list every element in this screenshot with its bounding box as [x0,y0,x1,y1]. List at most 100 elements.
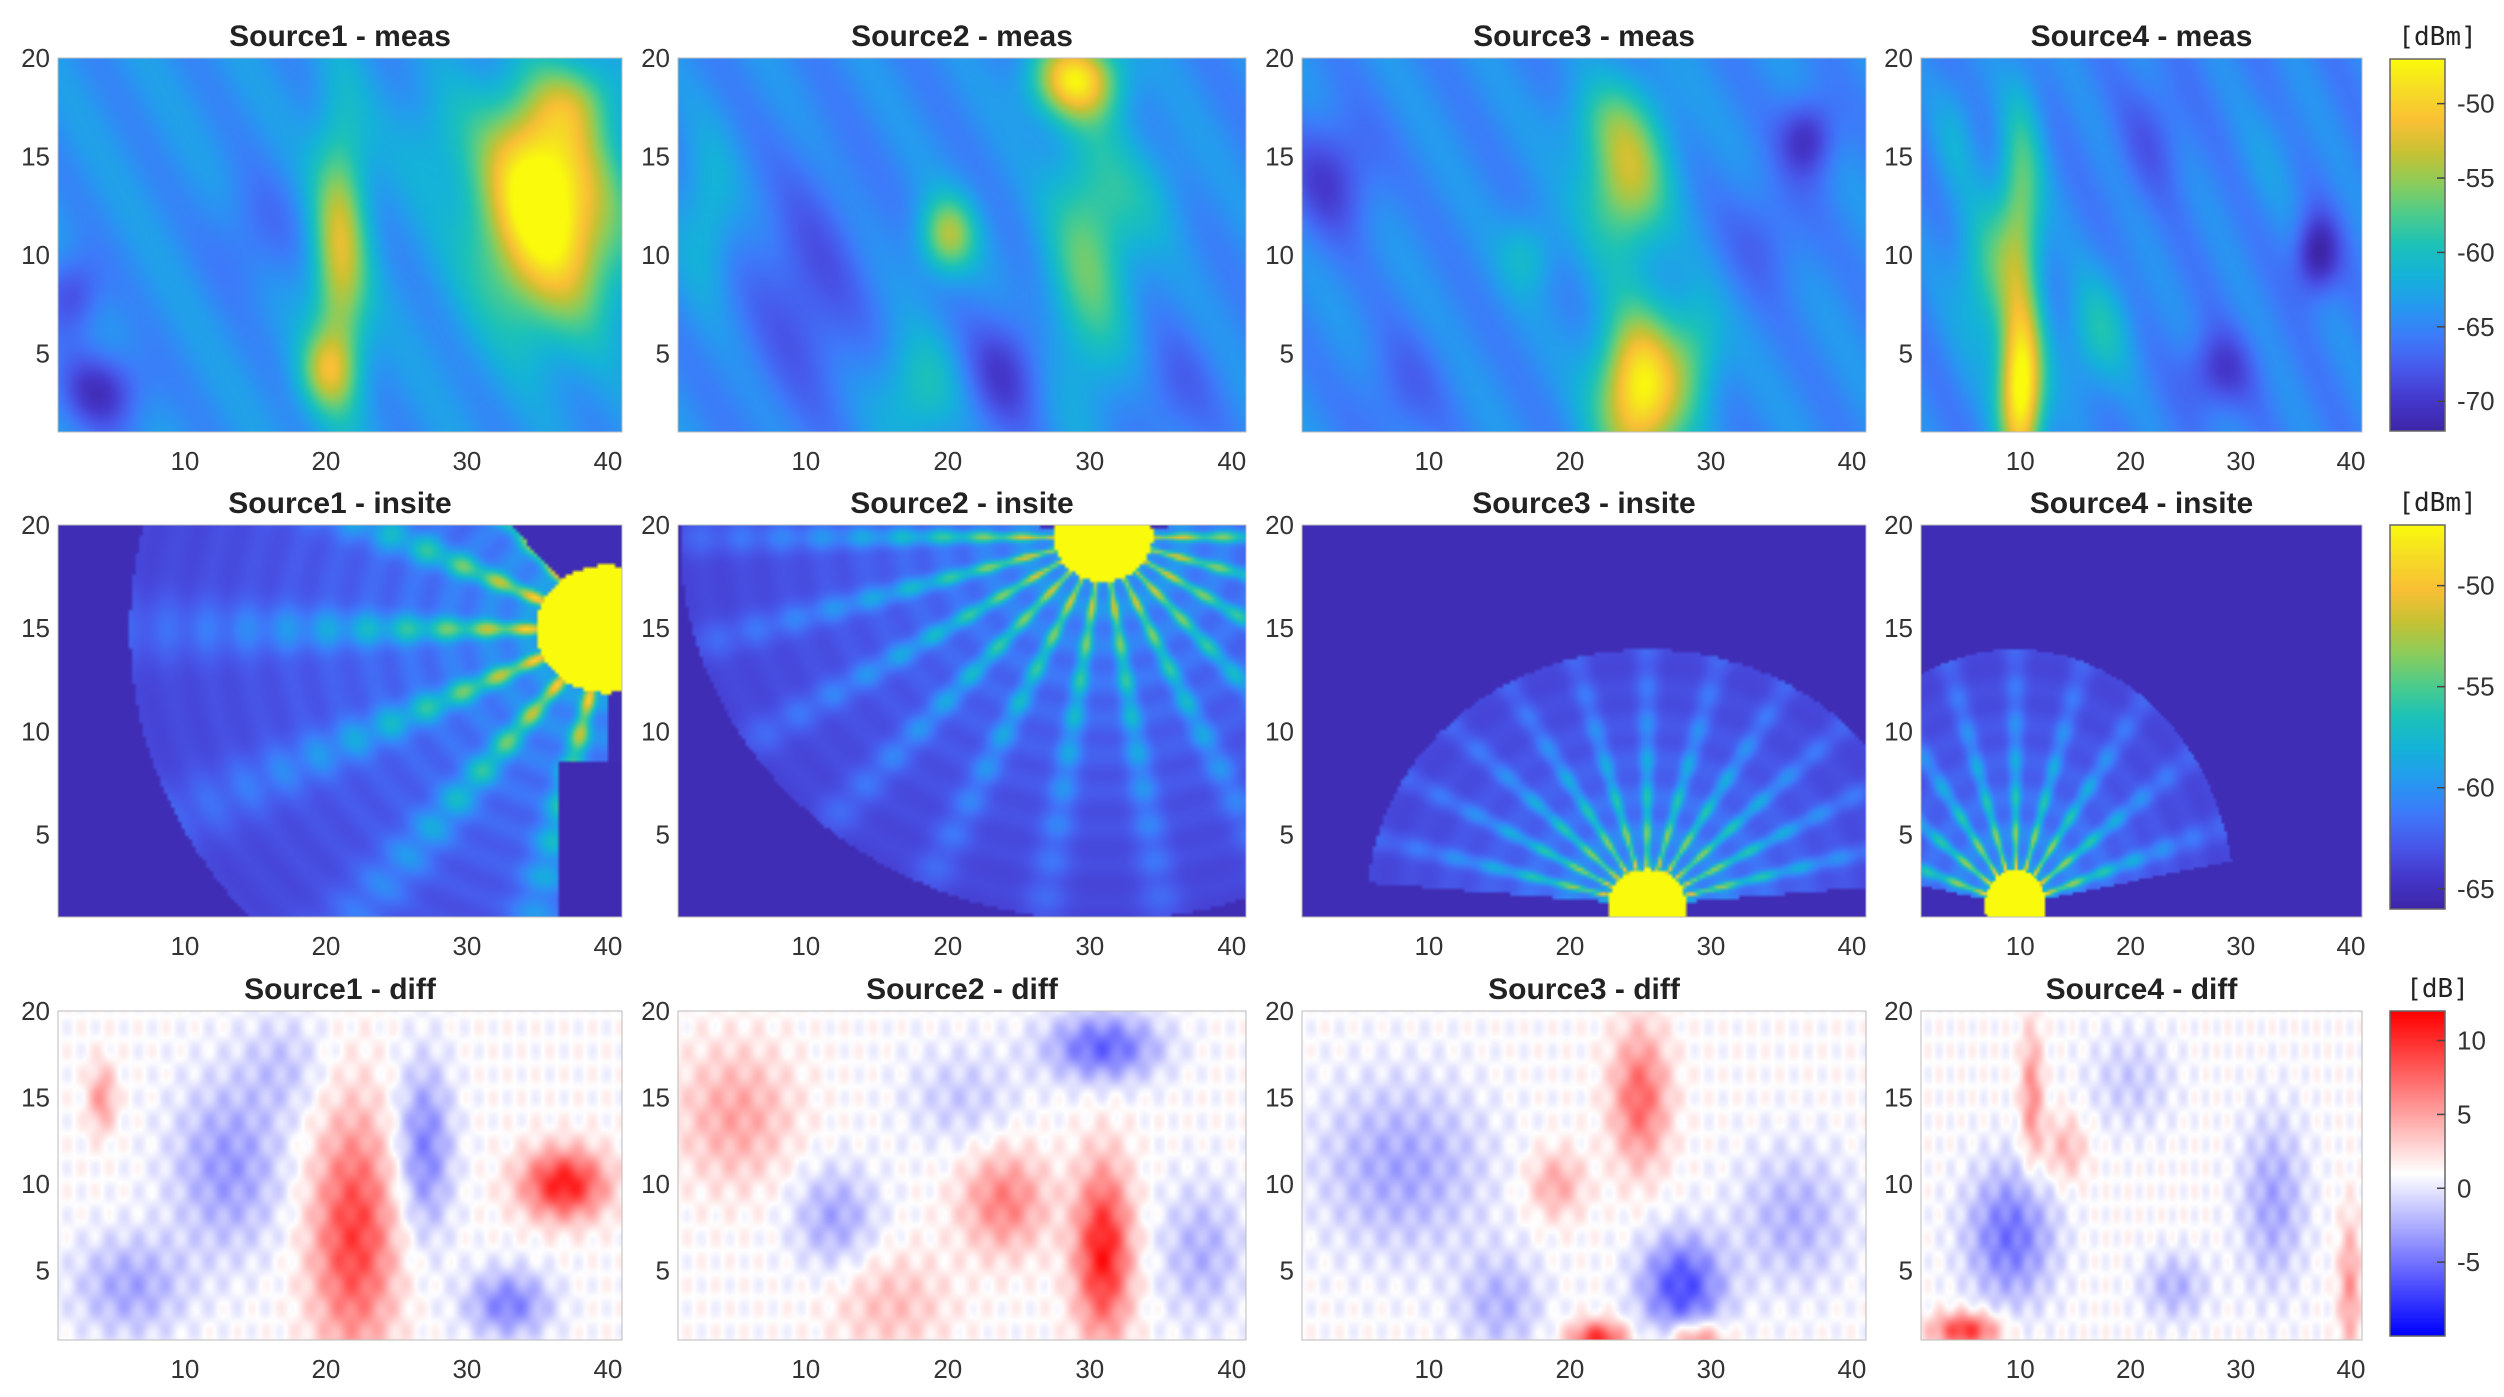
y-tick-label: 20 [1884,996,1913,1026]
panel-title: Source2 - meas [851,20,1073,53]
colorbar-meas: [dBm] -50 -55 -60 -65 -70 [2389,22,2495,432]
y-tick-label: 15 [641,1083,670,1113]
panel-meas-3: Source3 - meas 10 20 30 40 5 10 15 20 [1265,20,1867,476]
x-tick-label: 20 [311,1354,340,1384]
colorbar-diff: [dB] 10 5 0 -5 [2389,974,2486,1337]
y-tick-label: 20 [1265,510,1294,540]
panel-title: Source1 - insite [228,487,451,520]
panel-title: Source1 - meas [229,20,451,53]
y-tick-label: 15 [21,1083,50,1113]
x-tick-label: 10 [1414,931,1443,961]
panel-meas-4: Source4 - meas 10 20 30 40 5 10 15 20 [1884,20,2365,476]
heatmap-insite-4 [1921,525,2362,917]
y-tick-label: 20 [21,996,50,1026]
colorbar-tick-label: 5 [2457,1099,2471,1129]
x-tick-label: 20 [311,931,340,961]
heatmap-insite-1 [58,525,622,917]
heatmap-diff-3 [1302,1011,1866,1340]
y-tick-label: 5 [1899,338,1913,368]
axes-frame [57,57,623,433]
panel-diff-4: Source4 - diff 10 20 30 40 5 10 15 20 [1884,973,2365,1384]
x-tick-label: 40 [2337,931,2366,961]
panel-title: Source4 - insite [2030,487,2253,520]
heatmap-meas-1 [58,58,622,432]
axes-frame [57,1010,623,1341]
panel-title: Source3 - insite [1472,487,1695,520]
x-tick-label: 10 [170,446,199,476]
x-tick-label: 30 [1075,1354,1104,1384]
x-tick-label: 30 [452,446,481,476]
x-tick-label: 20 [1555,931,1584,961]
panel-insite-1: Source1 - insite 10 20 30 40 5 10 15 20 [21,487,623,961]
x-tick-label: 20 [2116,1354,2145,1384]
x-tick-label: 30 [1075,446,1104,476]
y-tick-label: 10 [21,716,50,746]
heatmap-meas-3 [1302,58,1866,432]
y-tick-label: 5 [656,338,670,368]
panel-title: Source4 - meas [2031,20,2253,53]
axes-frame [1920,1010,2363,1341]
x-tick-label: 10 [791,1354,820,1384]
x-tick-label: 10 [170,1354,199,1384]
y-tick-label: 5 [1280,1256,1294,1286]
y-tick-label: 5 [36,338,50,368]
y-tick-label: 15 [1884,613,1913,643]
y-tick-label: 20 [641,996,670,1026]
x-tick-label: 10 [791,446,820,476]
y-tick-label: 15 [1265,1083,1294,1113]
y-tick-label: 10 [1884,716,1913,746]
x-tick-label: 10 [2006,446,2035,476]
x-tick-label: 10 [791,931,820,961]
panel-meas-1: Source1 - meas 10 20 30 40 5 10 15 20 [21,20,623,476]
y-tick-label: 15 [1265,613,1294,643]
y-tick-label: 15 [1884,1083,1913,1113]
y-tick-label: 20 [21,43,50,73]
axes-frame [1301,524,1867,918]
y-tick-label: 15 [21,613,50,643]
x-tick-label: 10 [2006,1354,2035,1384]
colorbar-tick-label: -70 [2457,386,2495,416]
x-tick-label: 40 [2337,1354,2366,1384]
colorbar-tick-label: -55 [2457,163,2495,193]
colorbar-tick-label: -50 [2457,89,2495,119]
y-tick-label: 10 [21,1169,50,1199]
y-tick-label: 10 [641,240,670,270]
y-tick-label: 5 [1899,1256,1913,1286]
x-tick-label: 40 [1217,446,1246,476]
panel-title: Source3 - meas [1473,20,1695,53]
axes-frame [57,524,623,918]
heatmap-diff-2 [678,1011,1246,1340]
x-tick-label: 20 [2116,446,2145,476]
colorbar-tick-label: -50 [2457,571,2495,601]
y-tick-label: 10 [21,240,50,270]
y-tick-label: 10 [1884,1169,1913,1199]
colorbar-tick-label: -65 [2457,312,2495,342]
y-tick-label: 5 [36,819,50,849]
x-tick-label: 40 [1217,1354,1246,1384]
axes-frame [677,524,1247,918]
y-tick-label: 15 [21,141,50,171]
colorbar-frame [2389,1010,2446,1337]
heatmap-insite-3 [1302,525,1866,917]
panel-diff-2: Source2 - diff 10 20 30 40 5 10 15 20 [641,973,1247,1384]
panel-title: Source3 - diff [1488,973,1681,1006]
y-tick-label: 10 [1265,1169,1294,1199]
x-tick-label: 30 [1696,1354,1725,1384]
y-tick-label: 20 [641,43,670,73]
y-tick-label: 20 [641,510,670,540]
y-tick-label: 20 [1265,996,1294,1026]
colorbar-unit: [dB] [2406,974,2469,1004]
y-tick-label: 15 [1265,141,1294,171]
x-tick-label: 20 [311,446,340,476]
x-tick-label: 30 [1696,446,1725,476]
y-tick-label: 10 [641,716,670,746]
axes-frame [677,57,1247,433]
panel-insite-4: Source4 - insite 10 20 30 40 5 10 15 20 [1884,487,2365,961]
x-tick-label: 40 [1837,1354,1866,1384]
colorbar-tick-label: -60 [2457,237,2495,267]
heatmap-diff-4 [1921,1011,2362,1340]
y-tick-label: 5 [1280,338,1294,368]
x-tick-label: 30 [1075,931,1104,961]
x-tick-label: 40 [2337,446,2366,476]
